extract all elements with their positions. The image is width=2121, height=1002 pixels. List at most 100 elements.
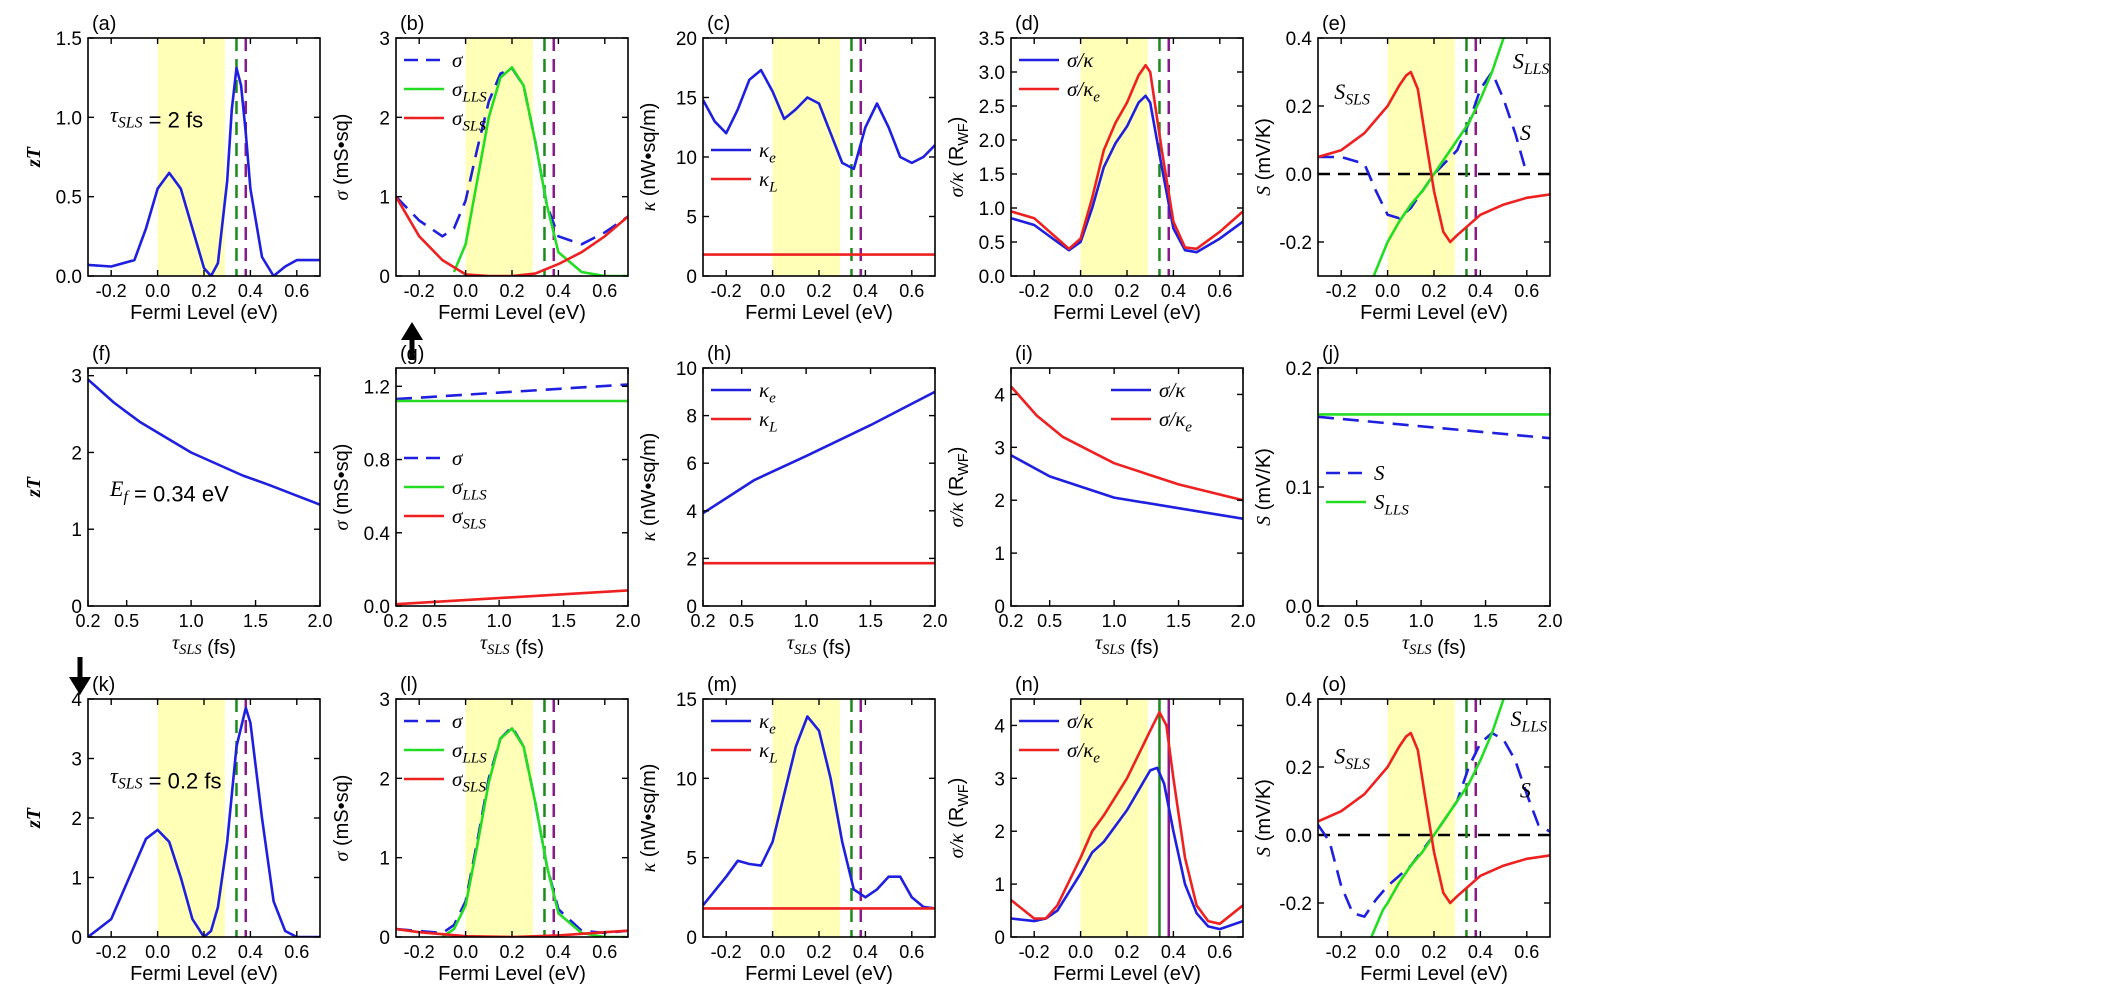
panel-e: -0.2 0.0 0.2 0.4 0.6 -0.2 0.0 0.2 0.4 (e) Fermi Le… <box>1253 13 1551 324</box>
y-tick-label: -0.2 <box>1279 894 1312 915</box>
y-tick-label: 2.5 <box>979 97 1005 118</box>
series-line <box>396 383 628 401</box>
x-tick-label: 2.0 <box>307 611 332 631</box>
y-tick-label: 0.0 <box>1286 165 1312 186</box>
axes-frame <box>87 367 321 607</box>
series-line <box>703 390 935 515</box>
y-tick-label: 10 <box>676 148 697 169</box>
legend-label: σ/κe <box>1067 77 1100 105</box>
x-tick-label: 2.0 <box>615 611 640 631</box>
legend-label: S <box>1374 461 1385 485</box>
x-tick-label: 0.5 <box>1037 611 1062 631</box>
x-tick-label: 0.2 <box>806 942 831 962</box>
panel-label: (b) <box>400 13 424 35</box>
series-line <box>703 715 935 910</box>
panel-label: (c) <box>707 13 730 35</box>
x-axis-label: τSLS (fs) <box>480 632 544 659</box>
x-tick-label: 0.2 <box>499 281 524 301</box>
x-tick-label: 0.2 <box>75 611 100 631</box>
x-tick-label: 0.4 <box>238 942 263 962</box>
arrow-up-icon <box>401 322 423 360</box>
legend-label: κe <box>759 138 776 166</box>
legend-label: σ/κe <box>1159 407 1192 435</box>
y-axis-label: σ/κ (RWF) <box>946 778 972 859</box>
x-tick-label: 0.2 <box>1114 942 1139 962</box>
axes-frame <box>702 367 936 607</box>
x-tick-label: 0.4 <box>1161 281 1186 301</box>
axes-frame <box>395 367 629 607</box>
x-tick-label: 1.0 <box>794 611 819 631</box>
panel-label: (l) <box>400 674 418 696</box>
y-tick-label: 0.2 <box>1286 359 1312 380</box>
plot-area <box>396 383 628 606</box>
y-tick-label: 0.1 <box>1286 478 1312 499</box>
x-axis-label: Fermi Level (eV) <box>438 302 586 324</box>
y-axis-label: S (mV/K) <box>1253 779 1275 857</box>
x-axis-label: τSLS (fs) <box>787 632 851 659</box>
y-tick-label: 4 <box>994 385 1005 406</box>
plot-area <box>88 699 320 937</box>
panel-label: (n) <box>1015 674 1039 696</box>
legend-label: SLLS <box>1374 490 1409 518</box>
plot-area <box>88 38 320 276</box>
legend-label: σSLS <box>452 106 486 134</box>
x-tick-label: -0.2 <box>96 281 127 301</box>
series-line <box>452 66 628 276</box>
panel-k: -0.2 0.0 0.2 0.4 0.6 0 1 2 3 4 (k) Fermi Level (eV)… <box>23 674 321 985</box>
y-tick-label: 0 <box>994 928 1005 949</box>
panel-a: -0.2 0.0 0.2 0.4 0.6 0.0 0.5 1.0 1.5 (a) Fermi Lev… <box>23 13 321 324</box>
y-tick-label: 6 <box>686 454 697 475</box>
y-tick-label: 10 <box>676 769 697 790</box>
y-tick-label: 3 <box>379 29 390 50</box>
arrow-head <box>69 677 91 695</box>
y-tick-label: 3 <box>71 367 82 388</box>
legend-label: σ <box>452 709 464 733</box>
y-tick-label: 2 <box>994 491 1005 512</box>
x-tick-label: 1.5 <box>1473 611 1498 631</box>
x-axis-label: Fermi Level (eV) <box>1053 302 1201 324</box>
x-tick-label: 1.5 <box>858 611 883 631</box>
y-tick-label: 15 <box>676 690 697 711</box>
plot-area <box>1011 699 1243 937</box>
legend-label: κe <box>759 709 776 737</box>
x-axis-label: Fermi Level (eV) <box>130 963 278 985</box>
y-tick-label: 3 <box>994 438 1005 459</box>
legend-label: κL <box>759 407 778 435</box>
y-axis-label: zT <box>23 146 45 168</box>
y-tick-label: 2 <box>379 108 390 129</box>
x-axis-label: Fermi Level (eV) <box>745 963 893 985</box>
y-tick-label: 20 <box>676 29 697 50</box>
y-tick-label: 1 <box>379 188 390 209</box>
legend-label: σ/κ <box>1159 378 1186 402</box>
y-axis-label: σ/κ (RWF) <box>946 447 972 528</box>
y-tick-label: 8 <box>686 407 697 428</box>
y-axis-label: σ (mS•sq) <box>331 775 353 862</box>
series-line <box>1011 766 1243 931</box>
series-line <box>1011 94 1243 254</box>
panel-label: (j) <box>1322 343 1340 365</box>
y-tick-label: 1 <box>379 849 390 870</box>
y-axis-label: κ (nW•sq/m) <box>638 433 660 542</box>
legend-label: σSLS <box>452 504 486 532</box>
x-axis-label: Fermi Level (eV) <box>438 963 586 985</box>
x-tick-label: 1.5 <box>243 611 268 631</box>
y-tick-label: 1.0 <box>56 108 82 129</box>
panel-d: -0.2 0.0 0.2 0.4 0.6 0.0 0.5 1.0 1.5 2.0 2.5 3.0 3.5… <box>946 13 1244 324</box>
y-tick-label: 1 <box>994 875 1005 896</box>
x-axis-label: Fermi Level (eV) <box>1053 963 1201 985</box>
plot-area <box>1318 38 1550 276</box>
y-tick-label: -0.2 <box>1279 233 1312 254</box>
highlight-band <box>1387 699 1455 937</box>
y-tick-label: 3 <box>379 690 390 711</box>
x-tick-label: 0.6 <box>284 942 309 962</box>
x-tick-label: 0.6 <box>899 281 924 301</box>
y-tick-label: 1.5 <box>979 165 1005 186</box>
x-tick-label: -0.2 <box>711 281 742 301</box>
y-tick-label: 0 <box>994 597 1005 618</box>
highlight-band <box>1387 38 1455 276</box>
legend-label: σLLS <box>452 475 487 503</box>
plot-area <box>396 699 628 937</box>
x-tick-label: 0.0 <box>453 281 478 301</box>
legend-label: σLLS <box>452 77 487 105</box>
